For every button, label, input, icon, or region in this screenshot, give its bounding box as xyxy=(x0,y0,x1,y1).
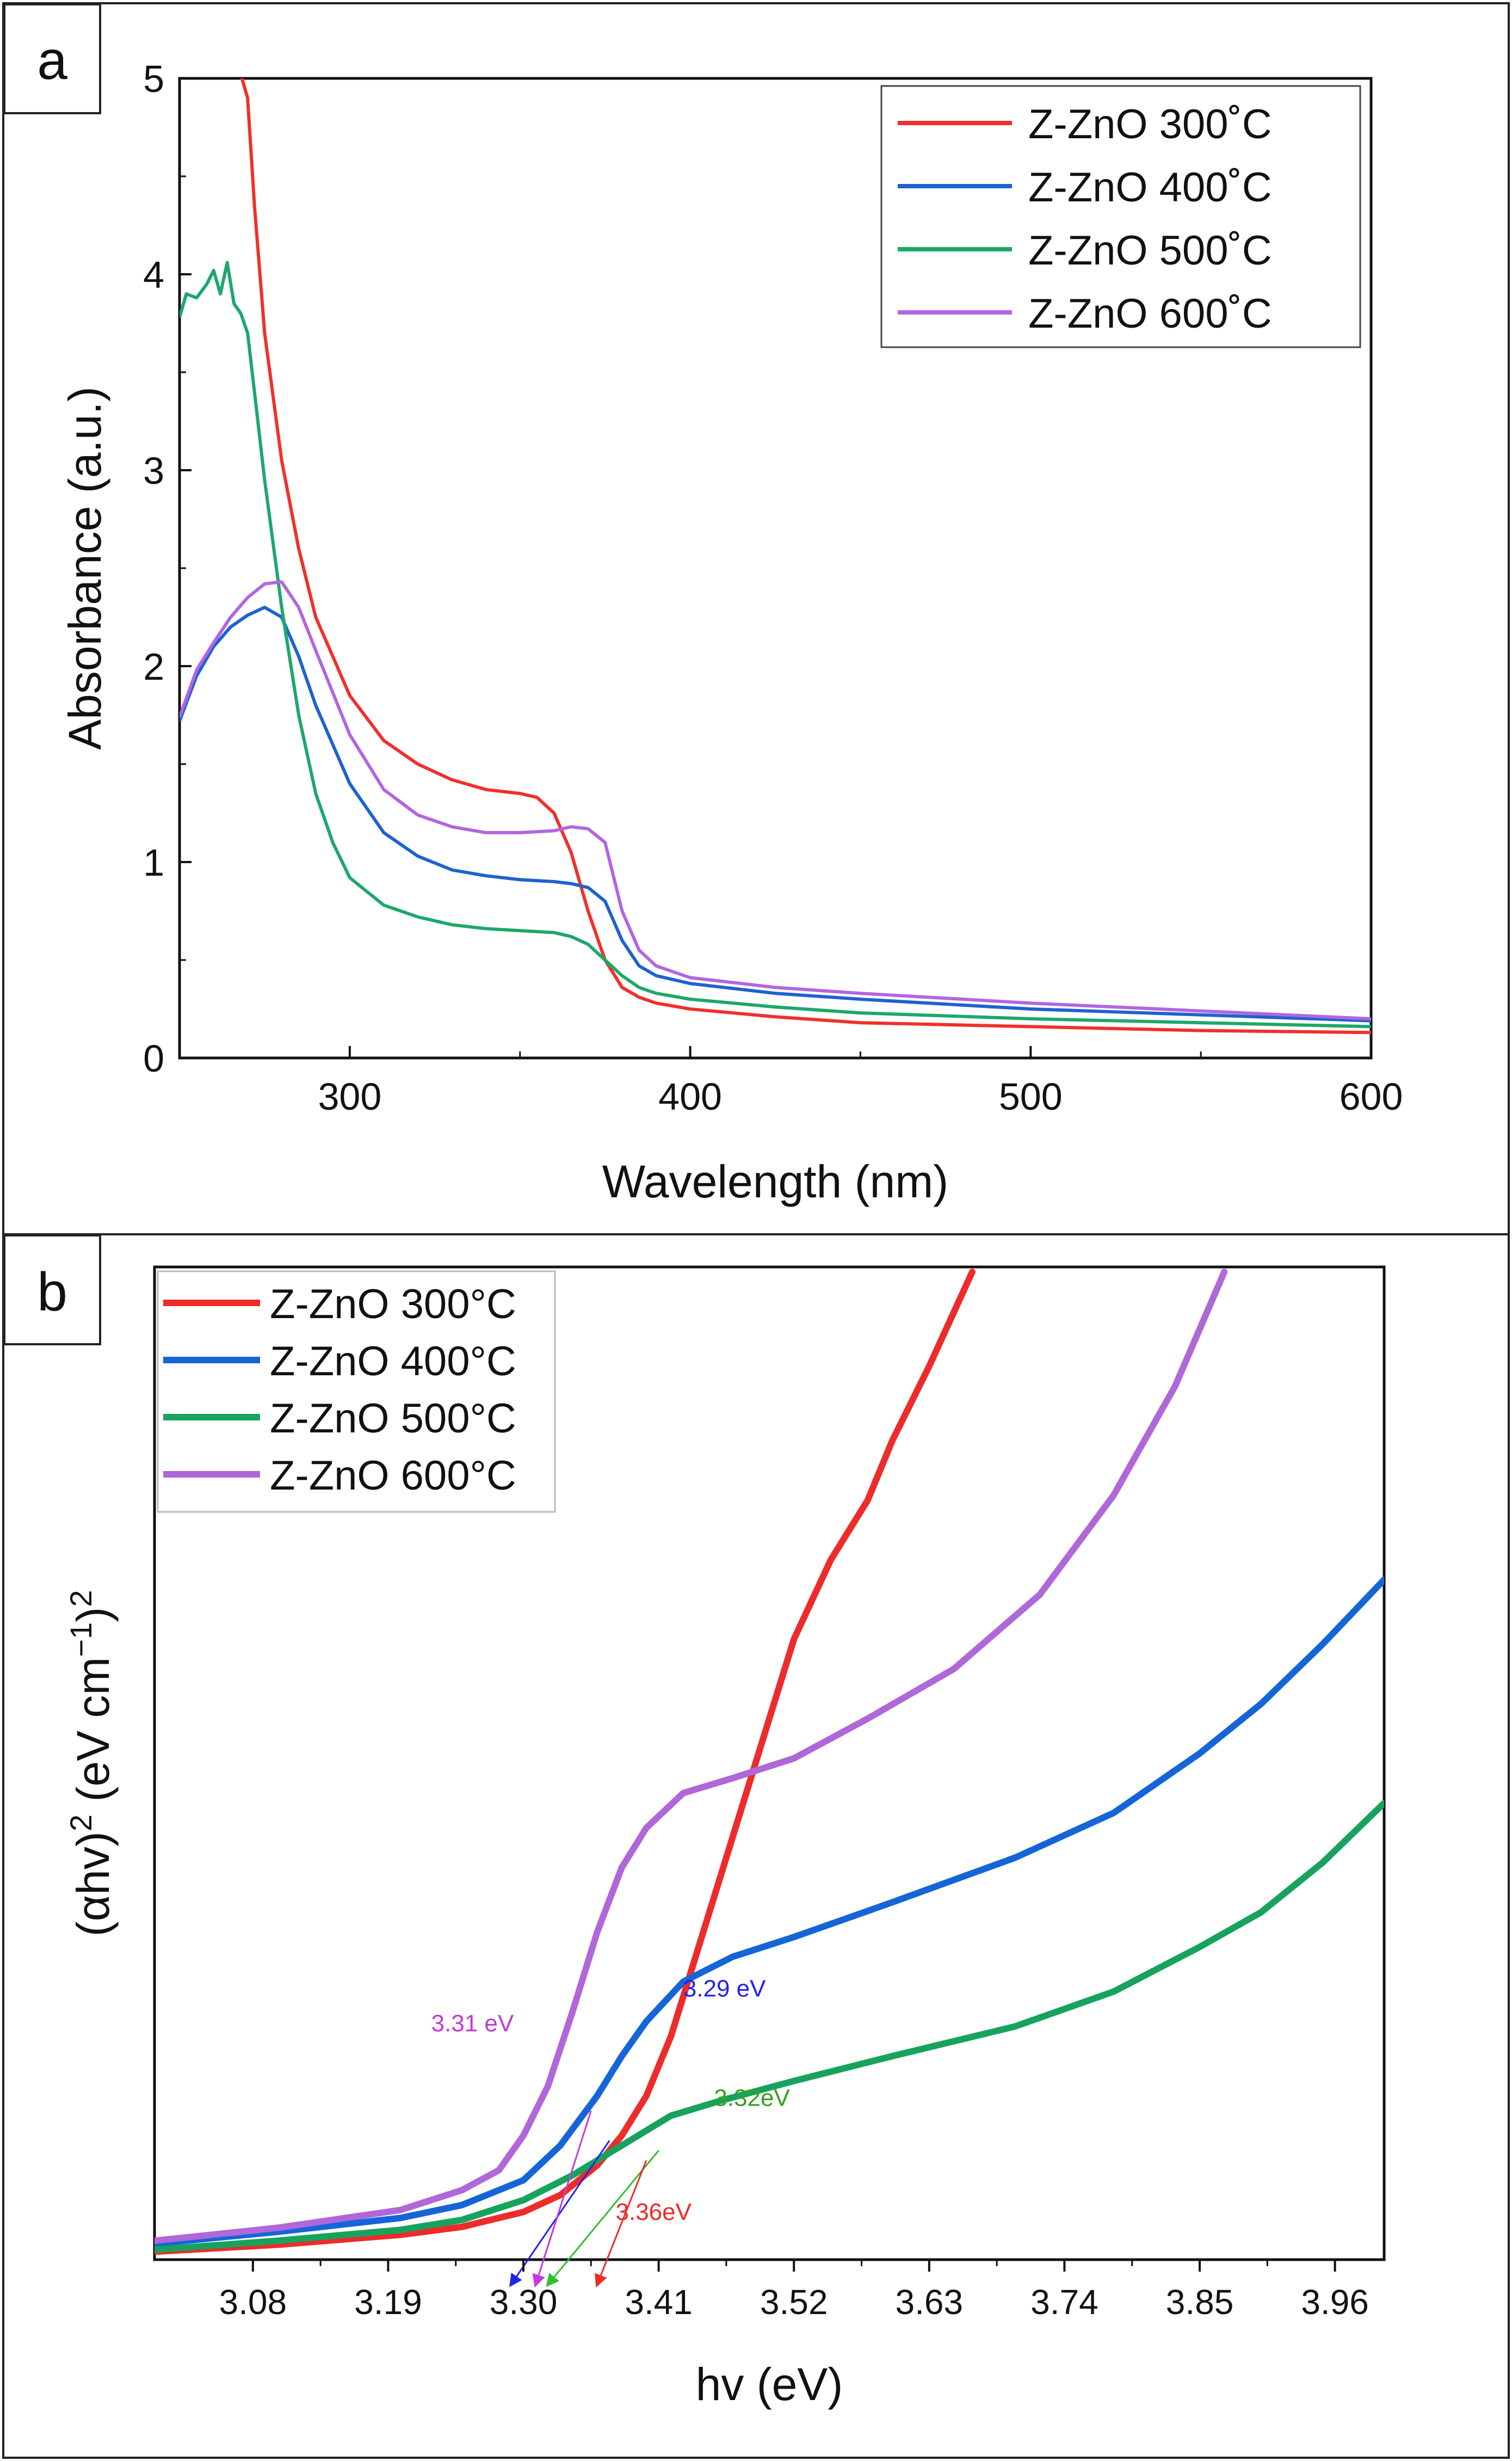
chart-b-y-title-part-e: ) xyxy=(67,1607,119,1622)
chart-b-y-axis-title: (αhv)2 (eV cm−1)2 xyxy=(64,1590,119,1937)
chart-a-axis-ticks: 300 400 500 600 0 1 2 3 4 5 xyxy=(143,58,1403,1118)
chart-b-annotations: 3.29 eV 3.31 eV 3.32eV 3.36eV xyxy=(431,1976,791,2225)
chart-a-y-tick-label: 5 xyxy=(143,58,164,100)
chart-a-y-tick-label: 0 xyxy=(143,1037,164,1080)
panel-a-label: a xyxy=(3,3,101,114)
panel-b-frame xyxy=(2,1233,1510,2459)
chart-b-legend-label-600: Z-ZnO 600°C xyxy=(270,1453,516,1499)
chart-b-legend-label-300: Z-ZnO 300°C xyxy=(270,1281,516,1327)
chart-b-legend-label-400: Z-ZnO 400°C xyxy=(270,1338,516,1385)
chart-b-x-tick-label: 3.08 xyxy=(219,2282,287,2322)
chart-b-line-z-zno-500-c xyxy=(155,1800,1384,2253)
chart-b-y-title-part-c: (eV cm xyxy=(67,1657,119,1814)
chart-b-x-tick-label: 3.85 xyxy=(1166,2282,1234,2322)
chart-b-fit-line xyxy=(509,2140,610,2287)
chart-b-series-group xyxy=(155,1269,1384,2255)
panel-a-label-text: a xyxy=(37,30,67,91)
chart-b-plot-area xyxy=(153,1265,1386,2261)
chart-a-y-tick-label: 3 xyxy=(143,450,164,492)
chart-b-line-z-zno-400-c xyxy=(155,1576,1384,2247)
chart-b-y-title-part-b: 2 xyxy=(64,1814,98,1831)
chart-a-x-tick-label: 300 xyxy=(318,1075,381,1118)
panel-b-label-text: b xyxy=(37,1262,67,1322)
chart-a-legend-label-600: Z-ZnO 600˚C xyxy=(1028,291,1272,337)
chart-b-x-tick-label: 3.96 xyxy=(1301,2282,1369,2322)
chart-b-axis-ticks: 3.08 3.19 3.30 3.41 3.52 3.63 3.74 3.85 3.96 xyxy=(219,2260,1369,2322)
chart-b-fit-line xyxy=(546,2150,659,2287)
chart-b-annotation-3-32ev: 3.32eV xyxy=(714,2084,790,2111)
chart-b-fit-lines xyxy=(509,2110,659,2288)
chart-a-legend-label-500: Z-ZnO 500˚C xyxy=(1028,227,1272,274)
chart-a-y-axis-title: Absorbance (a.u.) xyxy=(59,386,110,750)
chart-a-legend-label-400: Z-ZnO 400˚C xyxy=(1028,164,1272,211)
chart-a-line-z-zno-400-c xyxy=(180,606,1371,1023)
chart-b-annotation-3-36ev: 3.36eV xyxy=(616,2199,692,2225)
panel-b-label: b xyxy=(3,1234,101,1345)
chart-b-fit-line xyxy=(595,2160,647,2288)
panel-b-label-box xyxy=(3,1234,101,1345)
chart-a-legend-label-300: Z-ZnO 300˚C xyxy=(1028,101,1272,147)
chart-a-y-tick-label: 2 xyxy=(143,645,164,688)
chart-a-legend-box xyxy=(880,85,1361,348)
chart-b-x-tick-label: 3.30 xyxy=(490,2282,558,2322)
chart-a-series-group xyxy=(180,78,1371,1035)
chart-a-line-z-zno-500-c xyxy=(180,261,1371,1029)
chart-b: 3.08 3.19 3.30 3.41 3.52 3.63 3.74 3.85 3.96 3.2… xyxy=(64,1265,1386,2410)
chart-b-y-title-part-f: 2 xyxy=(64,1590,98,1607)
chart-b-legend-label-500: Z-ZnO 500°C xyxy=(270,1395,516,1442)
chart-a-x-tick-label: 400 xyxy=(658,1075,722,1118)
chart-b-y-title-part-d: −1 xyxy=(64,1622,98,1657)
chart-b-x-tick-label: 3.41 xyxy=(625,2282,693,2322)
chart-b-annotation-3-31-ev: 3.31 eV xyxy=(431,2010,514,2037)
chart-b-x-tick-label: 3.74 xyxy=(1030,2282,1098,2322)
chart-b-x-tick-label: 3.52 xyxy=(760,2282,828,2322)
chart-b-x-axis-title: hv (eV) xyxy=(696,2359,843,2410)
chart-a-line-z-zno-300-c xyxy=(240,78,1371,1035)
chart-a-x-axis-title: Wavelength (nm) xyxy=(602,1156,948,1207)
panel-a-label-box xyxy=(3,3,101,114)
chart-b-fit-line xyxy=(532,2110,592,2288)
chart-b-line-z-zno-600-c xyxy=(155,1269,1228,2244)
chart-b-y-title-part-a: (αhv) xyxy=(67,1831,119,1936)
chart-b-legend: Z-ZnO 300°C Z-ZnO 400°C Z-ZnO 500°C Z-Zn… xyxy=(157,1270,556,1513)
chart-a-y-tick-label: 4 xyxy=(143,254,164,296)
chart-b-annotation-3-29-ev: 3.29 eV xyxy=(683,1976,766,2002)
chart-a-x-tick-label: 600 xyxy=(1340,1075,1403,1118)
chart-a-legend: Z-ZnO 300˚C Z-ZnO 400˚C Z-ZnO 500˚C Z-Zn… xyxy=(880,85,1361,348)
chart-a: 300 400 500 600 0 1 2 3 4 5 Wavelength (nm) Absor… xyxy=(59,58,1403,1207)
chart-a-line-z-zno-600-c xyxy=(180,580,1371,1020)
chart-a-y-tick-label: 1 xyxy=(143,841,164,884)
chart-a-x-tick-label: 500 xyxy=(999,1075,1063,1118)
chart-b-x-tick-label: 3.63 xyxy=(896,2282,964,2322)
chart-b-line-z-zno-300-c xyxy=(155,1269,976,2255)
chart-b-x-tick-label: 3.19 xyxy=(354,2282,422,2322)
